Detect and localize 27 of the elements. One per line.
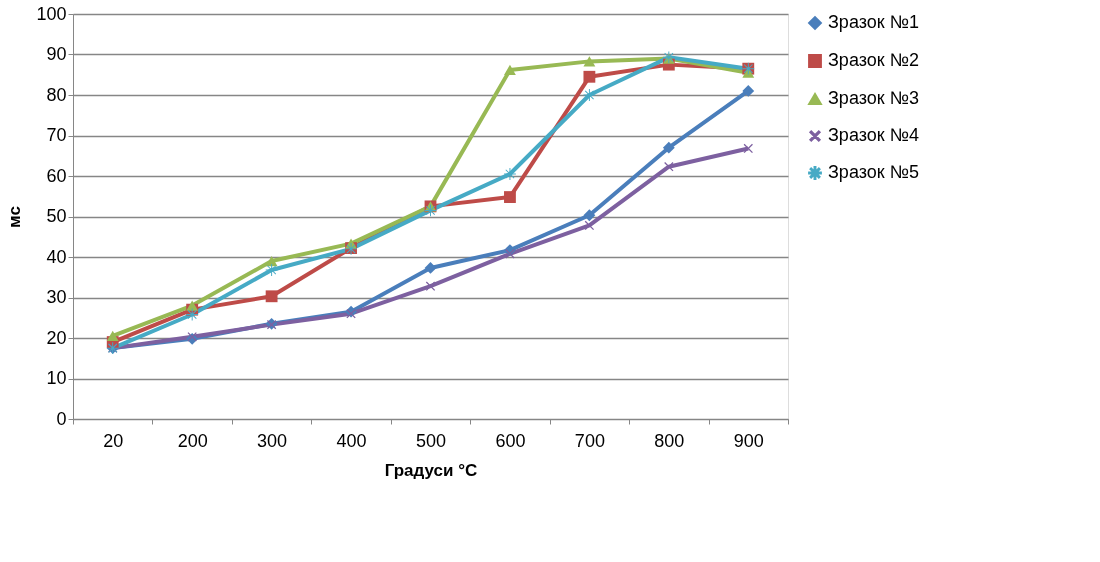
x-tick-label: 200	[177, 430, 208, 451]
legend-label: Зразок №2	[828, 50, 919, 70]
x-axis-title: Градуси °C	[384, 460, 478, 480]
y-tick-label: 20	[46, 327, 67, 348]
legend-label: Зразок №3	[828, 88, 919, 108]
legend-label: Зразок №5	[828, 162, 919, 182]
y-tick-label: 90	[46, 44, 67, 64]
x-tick-label: 800	[654, 430, 685, 451]
y-tick-label: 40	[46, 246, 67, 267]
x-tick-label: 600	[495, 430, 526, 451]
legend-label: Зразок №1	[828, 12, 919, 32]
y-tick-label: 80	[46, 84, 67, 105]
y-tick-label: 70	[46, 125, 67, 145]
x-tick-label: 300	[257, 430, 288, 451]
y-tick-label: 60	[46, 165, 67, 186]
y-tick-label: 0	[56, 408, 67, 429]
x-tick-label: 20	[103, 430, 124, 451]
y-tick-label: 50	[46, 206, 67, 226]
y-tick-label: 100	[36, 3, 67, 24]
y-tick-label: 10	[46, 368, 67, 388]
legend-label: Зразок №4	[828, 125, 919, 145]
y-axis-title: мс	[5, 206, 25, 228]
x-tick-label: 900	[733, 430, 764, 451]
x-tick-label: 500	[415, 430, 447, 451]
x-tick-label: 400	[336, 430, 367, 451]
y-tick-label: 30	[46, 287, 67, 307]
x-tick-label: 700	[574, 430, 605, 451]
